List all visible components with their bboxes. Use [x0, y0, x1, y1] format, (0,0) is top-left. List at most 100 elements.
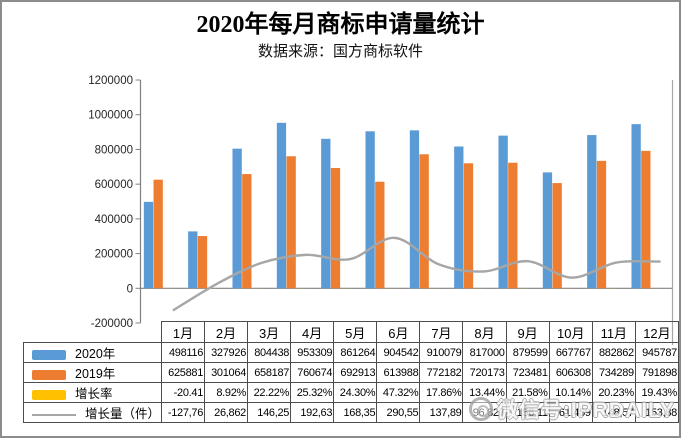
bar-2020年-5月	[321, 138, 331, 289]
value-cell: 47.32%	[376, 382, 421, 403]
month-header-cell: 6月	[376, 321, 421, 343]
value-cell: 953309	[290, 342, 335, 363]
month-header-cell: 11月	[591, 321, 636, 343]
legend-line-swatch	[32, 413, 76, 416]
bar-2020年-1月	[143, 201, 154, 289]
bar-2020年-12月	[631, 124, 641, 289]
value-cell: 613988	[376, 362, 421, 383]
bar-2019年-4月	[286, 156, 296, 289]
month-header-row: 1月 2月 3月 4月 5月 6月 7月 8月 9月 10月 11月 12月	[24, 321, 679, 343]
bar-2019年-11月	[596, 160, 607, 289]
bar-2019年-10月	[552, 183, 562, 289]
month-header-cell: 3月	[247, 321, 292, 343]
bar-2020年-10月	[542, 172, 553, 289]
bar-2019年-5月	[330, 168, 341, 289]
chart-header: 2020年每月商标申请量统计 数据来源：国方商标软件	[2, 10, 679, 62]
y-axis-label: 400000	[95, 214, 133, 226]
bar-2019年-6月	[375, 181, 385, 289]
value-cell: 19.43%	[634, 382, 679, 403]
y-axis-label: 800000	[95, 144, 133, 156]
legend-bar-swatch	[32, 369, 66, 380]
value-cell: 168,35	[333, 402, 378, 423]
value-cell: 8.92%	[204, 382, 249, 403]
table-row: 增长量（件） -127,76 26,862 146,25 192,63 168,35 290…	[22, 402, 679, 423]
value-cell: 658187	[247, 362, 292, 383]
legend-label: 增长率	[75, 387, 113, 401]
value-cell: 146,25	[247, 402, 292, 423]
value-cell: 498116	[161, 342, 206, 363]
value-cell: 25.32%	[290, 382, 335, 403]
chart-title: 2020年每月商标申请量统计	[196, 12, 485, 38]
value-cell: 723481	[505, 362, 550, 383]
value-cell: 734289	[591, 362, 636, 383]
bar-2020年-6月	[365, 131, 375, 289]
value-cell: -127,76	[161, 402, 206, 423]
bar-2019年-2月	[197, 236, 208, 289]
y-axis-label: 1200000	[88, 75, 133, 87]
bar-2019年-9月	[508, 162, 518, 289]
table-row: 2019年 625881 301064 658187 760674 692913 61398…	[22, 362, 679, 383]
y-axis-label: 200000	[95, 249, 133, 261]
month-header-cell: 8月	[462, 321, 507, 343]
month-header-cell: 12月	[634, 321, 679, 343]
value-cell: 772182	[419, 362, 464, 383]
legend-cell-2019年: 2019年	[22, 362, 163, 383]
chart-plot-area: 1200000 1000000 800000 600000 400000 200000 0 -…	[88, 75, 674, 345]
value-cell: 26,862	[204, 402, 249, 423]
y-axis-label: 0	[127, 283, 133, 295]
value-cell: 327926	[204, 342, 249, 363]
value-cell: 17.86%	[419, 382, 464, 403]
chart-subtitle: 数据来源：国方商标软件	[257, 43, 423, 60]
value-cell: 192,63	[290, 402, 335, 423]
value-cell: 20.23%	[591, 382, 636, 403]
bar-2020年-8月	[454, 146, 464, 289]
value-cell: 791898	[634, 362, 679, 383]
legend-label: 2019年	[75, 367, 116, 381]
bar-2020年-2月	[188, 231, 198, 289]
y-axis-label: 1000000	[88, 110, 133, 122]
value-cell: 804438	[247, 342, 292, 363]
value-cell: 879599	[505, 342, 550, 363]
table-corner-spacer	[24, 322, 162, 343]
value-cell: 861264	[333, 342, 378, 363]
bar-2019年-8月	[463, 163, 474, 289]
value-cell: 667767	[548, 342, 593, 363]
month-header-cell: 4月	[290, 321, 335, 343]
value-cell: 945787	[634, 342, 679, 363]
value-cell: -20.41	[161, 382, 206, 403]
month-header-cell: 1月	[161, 321, 206, 343]
legend-label: 2020年	[75, 347, 116, 361]
value-cell: 720173	[462, 362, 507, 383]
value-cell: 10.14%	[548, 382, 593, 403]
month-header-cell: 2月	[204, 321, 249, 343]
value-cell: 625881	[161, 362, 206, 383]
legend-bar-swatch	[32, 389, 66, 400]
data-table: 1月 2月 3月 4月 5月 6月 7月 8月 9月 10月 11月 12月 2020年 498116 32…	[22, 321, 679, 423]
bar-2020年-9月	[498, 135, 508, 289]
value-cell: 882862	[591, 342, 636, 363]
value-cell: 910079	[419, 342, 464, 363]
value-cell: 760674	[290, 362, 335, 383]
table-row: 2020年 498116 327926 804438 953309 861264 90454…	[22, 342, 679, 363]
value-cell: 137,89	[419, 402, 464, 423]
value-cell: 148,57	[591, 402, 636, 423]
value-cell: 156,11	[505, 402, 550, 423]
month-header-cell: 10月	[548, 321, 593, 343]
y-axis-label: -200000	[91, 318, 133, 330]
value-cell: 21.58%	[505, 382, 550, 403]
value-cell: 290,55	[376, 402, 421, 423]
y-axis-label: 600000	[95, 179, 133, 191]
bar-2019年-12月	[641, 150, 651, 289]
value-cell: 692913	[333, 362, 378, 383]
month-header-cell: 9月	[505, 321, 550, 343]
legend-cell-2020年: 2020年	[22, 342, 163, 363]
growth-amount-line	[172, 236, 661, 312]
bar-2020年-7月	[409, 130, 420, 289]
value-cell: 24.30%	[333, 382, 378, 403]
bar-2019年-3月	[242, 174, 252, 289]
value-cell: 301064	[204, 362, 249, 383]
value-cell: 61,459	[548, 402, 593, 423]
legend-label: 增长量（件）	[85, 407, 161, 421]
legend-cell-增长率: 增长率	[22, 382, 163, 403]
